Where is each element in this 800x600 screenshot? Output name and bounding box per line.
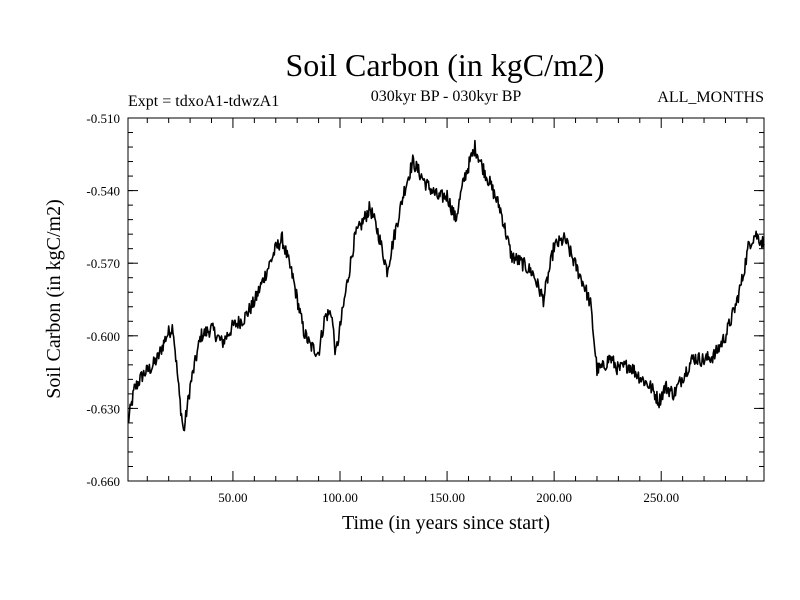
x-tick-label: 150.00 <box>429 490 465 505</box>
chart-title: Soil Carbon (in kgC/m2) <box>285 47 604 83</box>
months-label: ALL_MONTHS <box>657 89 764 106</box>
y-axis-label: Soil Carbon (in kgC/m2) <box>43 199 65 398</box>
series-layer <box>127 139 765 432</box>
y-tick-label: -0.510 <box>86 111 120 126</box>
series-line <box>127 139 765 432</box>
y-tick-label: -0.660 <box>86 474 120 489</box>
y-tick-label: -0.630 <box>86 401 120 416</box>
x-axis-ticks: 50.00 100.00 150.00 200.00 250.00 <box>146 118 748 505</box>
y-tick-label: -0.540 <box>86 184 120 199</box>
plot-frame <box>127 117 765 482</box>
y-axis-ticks: -0.510 -0.540 -0.570 -0.600 -0.630 -0.660 <box>86 111 764 489</box>
x-axis-label: Time (in years since start) <box>342 512 550 534</box>
x-tick-label: 250.00 <box>643 490 679 505</box>
x-tick-label: 100.00 <box>322 490 358 505</box>
chart-subtitle: 030kyr BP - 030kyr BP <box>371 88 522 105</box>
x-tick-label: 200.00 <box>536 490 572 505</box>
y-tick-label: -0.600 <box>86 329 120 344</box>
experiment-label: Expt = tdxoA1-tdwzA1 <box>128 93 279 110</box>
x-tick-label: 50.00 <box>218 490 247 505</box>
y-tick-label: -0.570 <box>86 256 120 271</box>
